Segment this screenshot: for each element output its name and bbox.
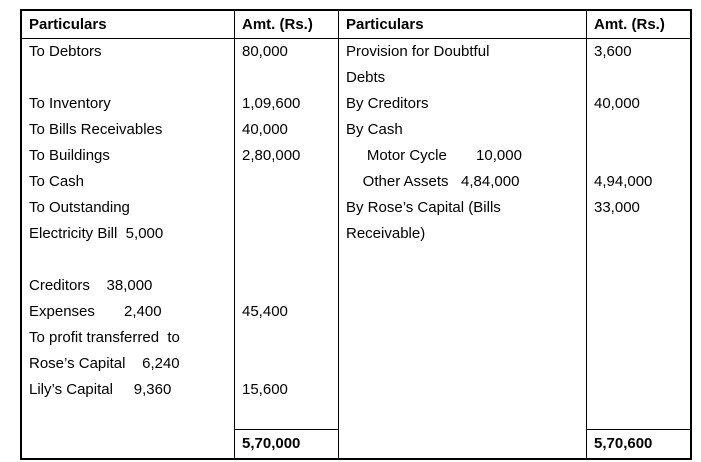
- amount-cell: [235, 169, 339, 195]
- amount-cell: 3,600: [594, 43, 632, 60]
- particulars-cell: To Debtors: [22, 39, 235, 65]
- total-amount-left: 5,70,000: [235, 429, 339, 458]
- table-row: Creditors 38,000: [22, 273, 690, 299]
- particulars-cell: [22, 247, 235, 273]
- table-row: Electricity Bill 5,000 Receivable): [22, 221, 690, 247]
- particulars-cell: Other Assets 4,84,000: [339, 169, 587, 195]
- particulars-cell: By Creditors: [339, 91, 587, 117]
- amount-cell: [587, 247, 690, 273]
- amount-cell: [235, 351, 339, 377]
- amount-cell: [587, 351, 690, 377]
- particulars-cell: [339, 403, 587, 429]
- particulars-cell: By Cash: [339, 117, 587, 143]
- particulars-cell: [339, 377, 587, 403]
- particulars-cell: Expenses 2,400: [22, 299, 235, 325]
- particulars-cell: [22, 65, 235, 91]
- table-row: To Inventory 1,09,600 By Creditors 40,00…: [22, 91, 690, 117]
- amount-cell: [587, 299, 690, 325]
- particulars-cell: To Inventory: [22, 91, 235, 117]
- table-header-row: Particulars Amt. (Rs.) Particulars Amt. …: [22, 11, 690, 39]
- amount-cell: [587, 65, 690, 91]
- amount-cell: 33,000: [594, 199, 640, 216]
- particulars-cell: [22, 403, 235, 429]
- amount-cell: [587, 273, 690, 299]
- particulars-cell: To Cash: [22, 169, 235, 195]
- header-particulars-right: Particulars: [339, 11, 587, 39]
- table-row: Rose’s Capital 6,240: [22, 351, 690, 377]
- particulars-cell: [339, 325, 587, 351]
- amount-cell: [235, 247, 339, 273]
- particulars-cell: [339, 273, 587, 299]
- table-row: [22, 247, 690, 273]
- particulars-cell: [339, 351, 587, 377]
- table-row: To Outstanding By Rose’s Capital (Bills …: [22, 195, 690, 221]
- particulars-cell: By Rose’s Capital (Bills: [339, 195, 587, 221]
- particulars-cell: Provision for Doubtful: [339, 39, 587, 65]
- amount-cell: [587, 221, 690, 247]
- table-row: To Cash Other Assets 4,84,000 4,94,000: [22, 169, 690, 195]
- table-total-row: 5,70,000 5,70,600: [22, 429, 690, 458]
- amount-cell: 45,400: [235, 299, 339, 325]
- amount-cell: 80,000: [235, 39, 339, 65]
- particulars-cell: [22, 429, 235, 458]
- amount-cell: [587, 117, 690, 143]
- header-amount-right: Amt. (Rs.): [587, 11, 690, 39]
- particulars-cell: [339, 429, 587, 458]
- account-table: Particulars Amt. (Rs.) Particulars Amt. …: [20, 9, 692, 460]
- table-row: To profit transferred to: [22, 325, 690, 351]
- table-row: To Bills Receivables 40,000 By Cash: [22, 117, 690, 143]
- particulars-cell: To Buildings: [22, 143, 235, 169]
- table-row: To Buildings 2,80,000 Motor Cycle 10,000: [22, 143, 690, 169]
- header-particulars-left: Particulars: [22, 11, 235, 39]
- particulars-cell: Motor Cycle 10,000: [339, 143, 587, 169]
- particulars-cell: To Bills Receivables: [22, 117, 235, 143]
- table-row: Debts: [22, 65, 690, 91]
- particulars-cell: Lily’s Capital 9,360: [22, 377, 235, 403]
- particulars-cell: Receivable): [339, 221, 587, 247]
- amount-cell: 2,80,000: [235, 143, 339, 169]
- amount-cell: 40,000: [594, 95, 640, 112]
- amount-cell: 4,94,000: [594, 173, 653, 190]
- amount-cell: [235, 221, 339, 247]
- header-amount-left: Amt. (Rs.): [235, 11, 339, 39]
- amount-cell: [235, 65, 339, 91]
- particulars-cell: To Outstanding: [22, 195, 235, 221]
- amount-cell: [587, 143, 690, 169]
- particulars-cell: Debts: [339, 65, 587, 91]
- amount-cell: [587, 325, 690, 351]
- particulars-cell: [339, 299, 587, 325]
- table-row: Expenses 2,400 45,400: [22, 299, 690, 325]
- amount-cell: [235, 325, 339, 351]
- amount-cell: [587, 403, 690, 429]
- amount-cell: 1,09,600: [235, 91, 339, 117]
- total-amount-right: 5,70,600: [587, 429, 690, 458]
- particulars-cell: Creditors 38,000: [22, 273, 235, 299]
- amount-cell: [235, 403, 339, 429]
- particulars-cell: Electricity Bill 5,000: [22, 221, 235, 247]
- amount-cell: [587, 377, 690, 403]
- particulars-cell: Rose’s Capital 6,240: [22, 351, 235, 377]
- table-row: To Debtors 80,000 Provision for Doubtful…: [22, 39, 690, 65]
- amount-cell: [235, 273, 339, 299]
- amount-cell: [235, 195, 339, 221]
- table-row: [22, 403, 690, 429]
- particulars-cell: To profit transferred to: [22, 325, 235, 351]
- particulars-cell: [339, 247, 587, 273]
- amount-cell: 40,000: [235, 117, 339, 143]
- table-row: Lily’s Capital 9,360 15,600: [22, 377, 690, 403]
- amount-cell: 15,600: [235, 377, 339, 403]
